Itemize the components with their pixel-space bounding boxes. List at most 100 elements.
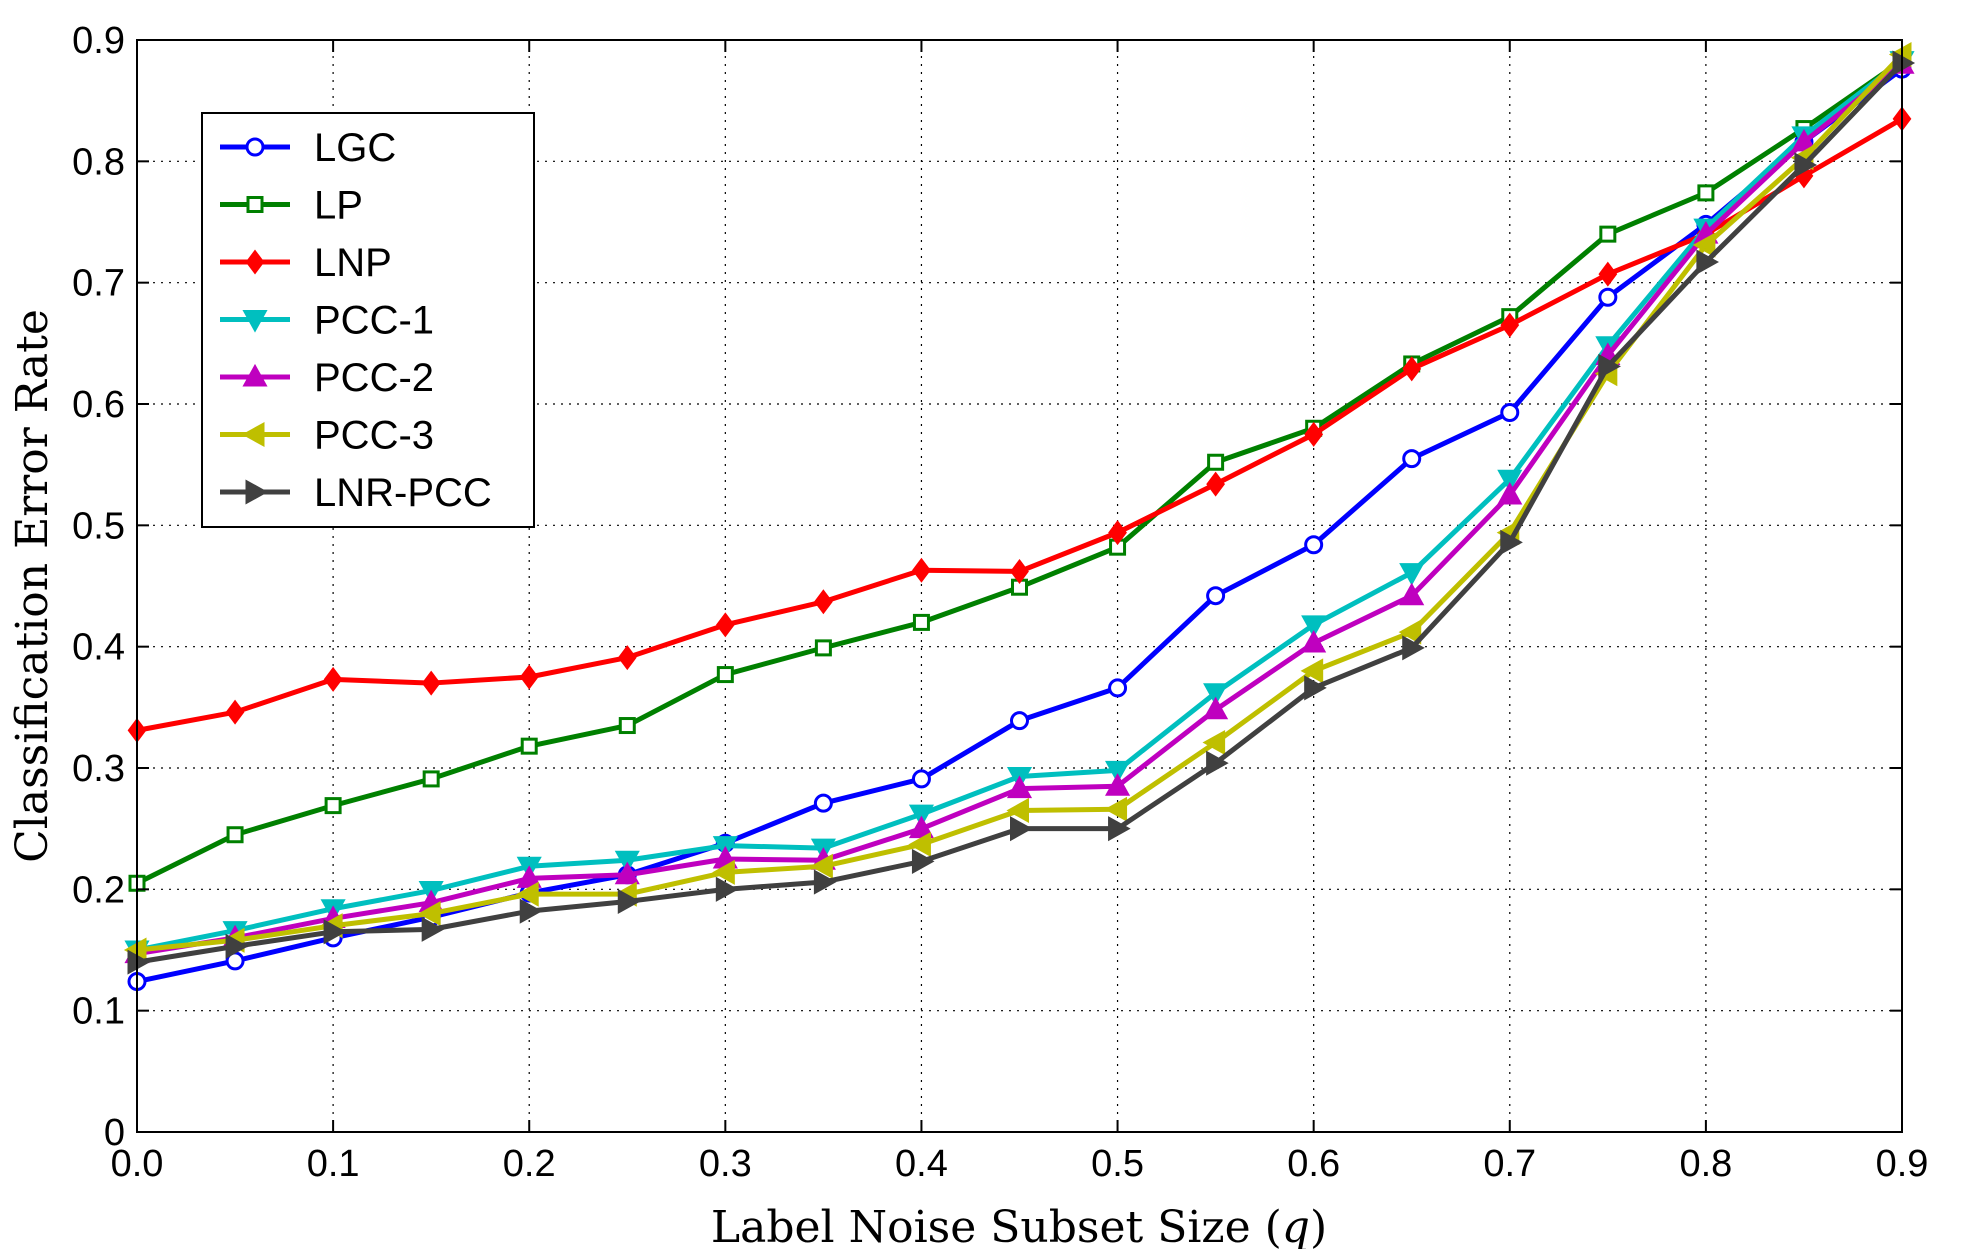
- data-point: [1207, 453, 1225, 471]
- data-point: [1010, 816, 1033, 842]
- legend-marker: [246, 196, 264, 213]
- legend-marker: [245, 479, 269, 505]
- data-point: [1206, 471, 1225, 497]
- legend: LGC LP LNP PCC-1 PCC-2 PCC-3 LNR-PCC: [201, 112, 535, 528]
- data-point: [617, 645, 637, 671]
- data-point: [516, 881, 539, 907]
- data-point: [1006, 797, 1029, 824]
- data-point: [226, 826, 244, 844]
- data-point: [324, 797, 342, 815]
- data-point: [516, 865, 542, 888]
- data-point: [1598, 261, 1618, 287]
- data-point: [1108, 520, 1127, 546]
- y-tick-label: 0.8: [72, 141, 125, 183]
- data-point: [1399, 582, 1425, 606]
- data-point: [1599, 225, 1617, 243]
- legend-marker: [245, 137, 265, 157]
- legend-label: LNR-PCC: [314, 471, 492, 515]
- data-point: [225, 699, 245, 725]
- y-tick-label: 0.2: [72, 869, 125, 911]
- data-point: [1105, 760, 1131, 784]
- y-tick-label: 0.9: [72, 20, 125, 62]
- data-point: [323, 666, 343, 692]
- data-point: [1104, 796, 1128, 822]
- data-point: [1108, 678, 1128, 698]
- grid-lines: [137, 40, 1902, 1132]
- series-pcc-2: [124, 51, 1915, 964]
- data-point: [519, 664, 539, 690]
- data-point: [1791, 128, 1817, 152]
- legend-label: LGC: [314, 126, 396, 170]
- data-point: [1206, 586, 1226, 606]
- data-point: [421, 670, 441, 696]
- x-tick-label: 0.7: [1483, 1143, 1536, 1185]
- data-point: [911, 848, 935, 874]
- x-tick-label: 0.2: [503, 1143, 556, 1185]
- legend-label: PCC-3: [314, 414, 434, 458]
- data-point: [422, 770, 440, 788]
- data-point: [614, 861, 640, 885]
- data-point: [618, 717, 636, 735]
- data-point: [1203, 696, 1229, 720]
- series-pcc-3: [123, 42, 1912, 963]
- data-point: [421, 916, 445, 942]
- x-tick-label: 0.4: [895, 1143, 948, 1185]
- y-tick-label: 0.4: [72, 627, 125, 669]
- data-point: [1402, 635, 1425, 661]
- data-point: [1500, 529, 1523, 555]
- data-point: [1304, 421, 1324, 447]
- data-point: [1301, 615, 1327, 638]
- x-axis-label: Label Noise Subset Size (q): [711, 1202, 1327, 1249]
- legend-marker: [245, 249, 265, 275]
- data-point: [1497, 469, 1523, 493]
- data-point: [1500, 402, 1520, 422]
- data-point: [908, 804, 934, 828]
- x-tick-label: 0.3: [699, 1143, 752, 1185]
- data-point: [225, 933, 249, 959]
- series-lines: [123, 42, 1916, 992]
- y-axis-label: Classification Error Rate: [7, 309, 58, 863]
- legend-marker: [242, 310, 268, 333]
- data-point: [1203, 683, 1229, 706]
- x-tick-label: 0.8: [1679, 1143, 1732, 1185]
- data-point: [1399, 563, 1425, 586]
- y-tick-label: 0.1: [72, 991, 125, 1033]
- x-tick-label: 0.0: [111, 1143, 164, 1185]
- data-point: [911, 769, 931, 789]
- data-point: [715, 612, 735, 638]
- data-point: [1500, 312, 1520, 338]
- legend-label: PCC-1: [314, 299, 434, 343]
- x-tick-label: 0.5: [1091, 1143, 1144, 1185]
- data-point: [912, 557, 931, 583]
- legend-item: PCC-2: [220, 356, 434, 400]
- legend-item: PCC-3: [220, 414, 434, 458]
- data-point: [1202, 729, 1226, 756]
- data-point: [912, 613, 930, 631]
- legend-marker: [242, 363, 268, 387]
- data-point: [813, 793, 833, 813]
- data-point: [519, 898, 543, 924]
- data-point: [1006, 775, 1033, 799]
- data-point: [1692, 232, 1716, 258]
- data-point: [1497, 481, 1523, 505]
- data-point: [520, 737, 538, 755]
- data-point: [712, 859, 735, 885]
- legend-item: LP: [220, 184, 363, 228]
- plot-frame: [136, 39, 1903, 1133]
- data-point: [617, 888, 641, 915]
- data-point: [1598, 353, 1621, 379]
- data-point: [1304, 675, 1327, 701]
- y-tick-label: 0.3: [72, 748, 125, 790]
- data-point: [1301, 629, 1327, 653]
- data-point: [1206, 750, 1229, 776]
- data-point: [1697, 184, 1715, 202]
- legend-item: LNR-PCC: [220, 471, 492, 515]
- axis-ticks: 0.0 0.1 0.2 0.3 0.4 0.5 0.6 0.7 0.8 0.9 0 0.1 0.2 0.3…: [72, 20, 1928, 1185]
- series-lnp: [127, 106, 1912, 743]
- data-point: [1402, 449, 1422, 469]
- y-tick-label: 0: [104, 1112, 125, 1154]
- x-tick-label: 0.6: [1287, 1143, 1340, 1185]
- data-point: [1304, 535, 1324, 555]
